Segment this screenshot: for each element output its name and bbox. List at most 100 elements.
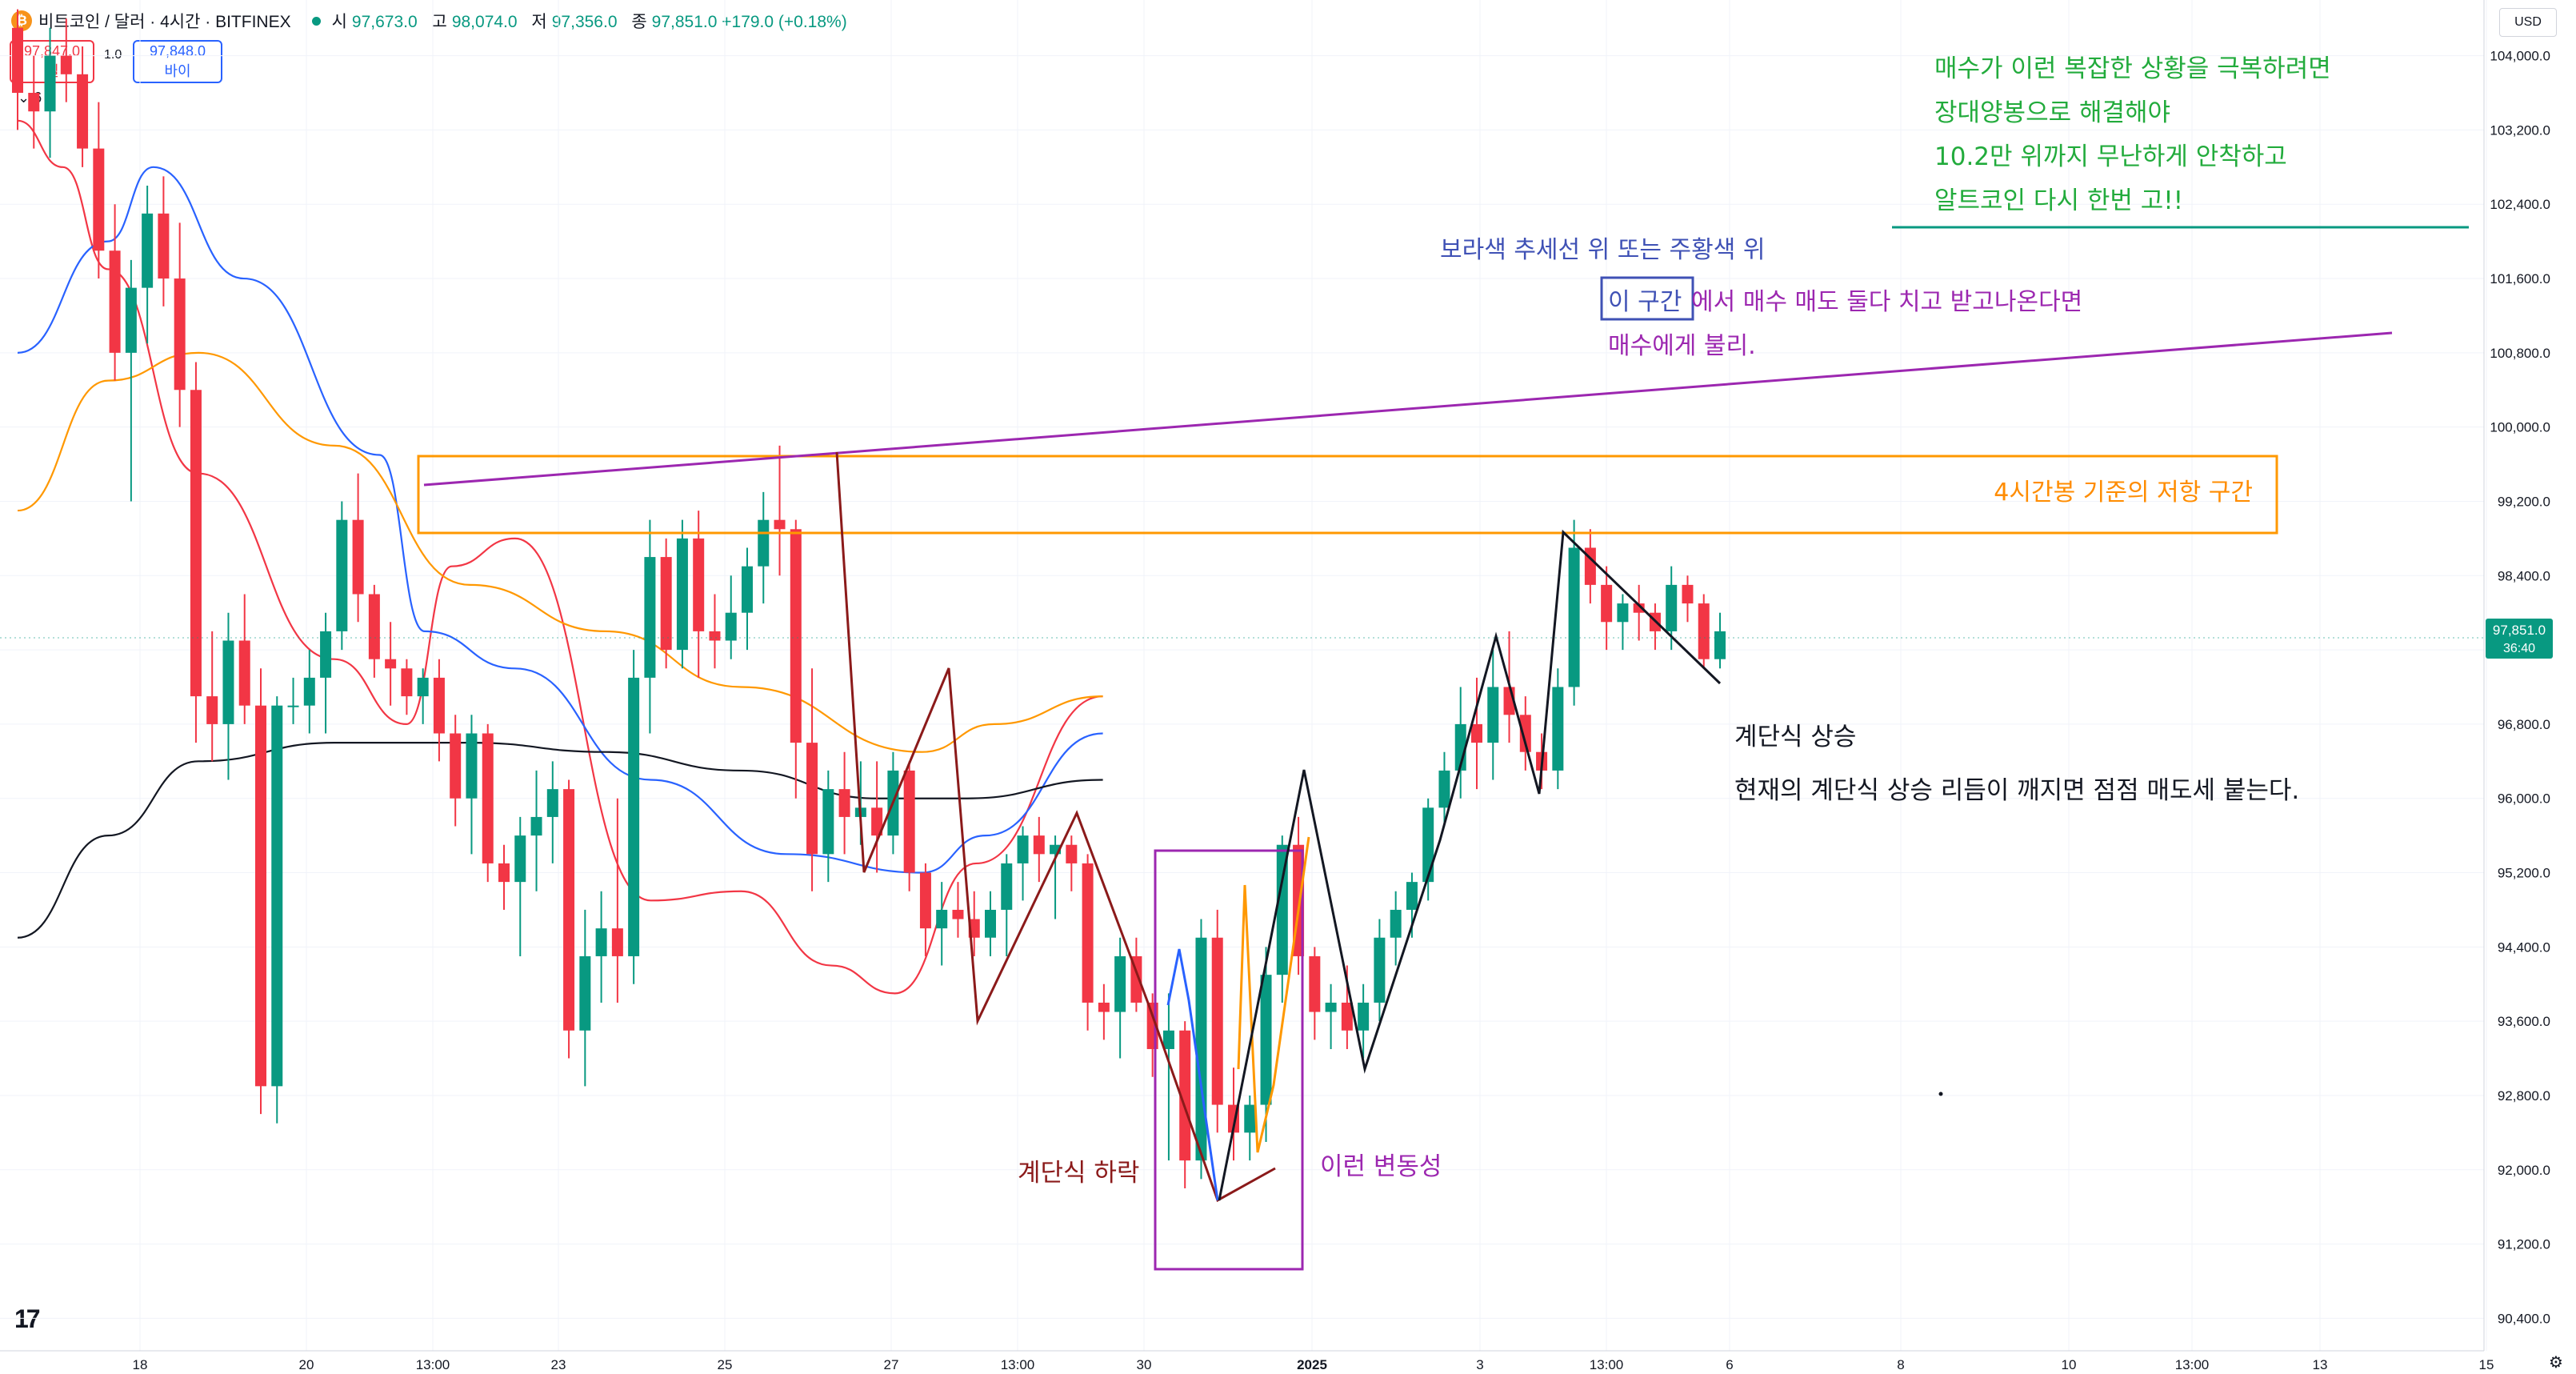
candle-body (611, 928, 623, 956)
volatility-box (1154, 849, 1304, 1271)
step-down-zigzag (835, 451, 1276, 1203)
x-tick-label: 2025 (1297, 1357, 1327, 1372)
candle-body (142, 213, 154, 288)
candle-body (1390, 909, 1402, 938)
candle-body (952, 909, 964, 919)
candle-body (498, 863, 510, 883)
candle-body (1162, 1030, 1174, 1049)
candle-body (1260, 975, 1272, 1105)
highlight-box (1600, 276, 1694, 321)
blue-zigzag (1166, 948, 1219, 1201)
candle-body (1050, 844, 1062, 855)
candle-body (287, 705, 299, 707)
candle-body (1309, 955, 1321, 1012)
candle-body (546, 789, 558, 817)
candle-body (466, 733, 478, 799)
y-tick-label: 94,400.0 (2498, 939, 2550, 955)
y-tick-label: 102,400.0 (2490, 197, 2550, 212)
candle-body (579, 955, 591, 1031)
candle-body (271, 705, 283, 1087)
resistance-label: 4시간봉 기준의 저항 구간 (1994, 479, 2253, 507)
candle-body (1374, 937, 1386, 1003)
orange-zigzag (1237, 836, 1310, 1153)
step-up-label: 계단식 상승 (1734, 723, 1856, 751)
green-note-line: 알트코인 다시 한번 고!! (1934, 186, 2183, 215)
x-tick-label: 18 (133, 1357, 148, 1372)
gear-icon[interactable]: ⚙ (2549, 1354, 2563, 1372)
market-status-icon (311, 16, 321, 26)
x-tick-label: 8 (1897, 1357, 1904, 1372)
candle-body (1601, 584, 1613, 623)
candle-body (1211, 937, 1223, 1105)
candle-body (1001, 863, 1013, 910)
candle-body (1552, 687, 1564, 771)
candle-body (1666, 584, 1678, 631)
green-note-line: 10.2만 위까지 무난하게 안착하고 (1934, 142, 2287, 171)
candle-body (774, 519, 786, 530)
x-tick-label: 13 (2313, 1357, 2328, 1372)
ohlc-close-label: 종 (631, 13, 647, 31)
candle-body (514, 835, 526, 883)
candle-body (401, 668, 413, 697)
candle-body (1633, 603, 1645, 613)
candle-body (1617, 603, 1629, 623)
candle-body (1033, 835, 1045, 855)
candle-body (1487, 687, 1499, 743)
purple-note-line1: 보라색 추세선 위 또는 주황색 위 (1440, 236, 1765, 264)
x-tick-label: 13:00 (1590, 1357, 1624, 1372)
candle-body (28, 93, 40, 112)
candle-body (174, 278, 186, 391)
candle-body (871, 807, 883, 836)
candle-body (1682, 584, 1694, 604)
candle-body (693, 538, 705, 631)
ohlc-open-label: 시 (331, 13, 347, 31)
candle-body (158, 213, 170, 279)
candle-body (1276, 844, 1288, 975)
buy-button[interactable]: 97,848.0 바이 (133, 40, 222, 83)
y-tick-label: 99,200.0 (2498, 494, 2550, 509)
volatility-label: 이런 변동성 (1320, 1152, 1442, 1181)
symbol-title[interactable]: 비트코인 / 달러 · 4시간 · BITFINEX (38, 13, 291, 31)
last-price-badge (2486, 619, 2553, 659)
y-tick-label: 98,400.0 (2498, 568, 2550, 583)
ohlc-low-label: 저 (531, 13, 547, 31)
candle-body (628, 677, 640, 956)
dot-mark (1938, 1092, 1943, 1096)
currency-selector[interactable]: USD (2499, 8, 2557, 37)
candle-body (1130, 955, 1142, 1003)
purple-note-boxed: 이 구간 (1608, 288, 1682, 316)
candle-body (417, 677, 429, 697)
candle-body (806, 743, 818, 855)
candle-body (482, 733, 494, 863)
x-tick-label: 25 (718, 1357, 733, 1372)
candle-body (1714, 631, 1726, 659)
candle-body (1325, 1002, 1337, 1012)
candle-body (60, 55, 72, 74)
candle-body (190, 390, 202, 697)
y-tick-label: 91,200.0 (2498, 1237, 2550, 1252)
candle-body (742, 566, 753, 613)
symbol-header: ₿ 비트코인 / 달러 · 4시간 · BITFINEX 시 97,673.0 고… (0, 0, 857, 42)
candle-body (352, 519, 364, 595)
candle-body (563, 789, 575, 1031)
x-tick-label: 27 (884, 1357, 899, 1372)
y-tick-label: 92,800.0 (2498, 1088, 2550, 1104)
candle-body (1017, 835, 1029, 863)
candle-body (93, 148, 105, 251)
candle-body (255, 705, 266, 1087)
bar-countdown: 36:40 (2503, 642, 2535, 655)
candle-body (1195, 937, 1207, 1161)
candle-body (450, 733, 462, 799)
green-note-line: 매수가 이런 복잡한 상황을 극복하려면 (1934, 54, 2331, 83)
candle-body (919, 872, 931, 929)
candle-body (1438, 770, 1450, 808)
candle-body (595, 928, 607, 956)
y-tick-label: 90,400.0 (2498, 1311, 2550, 1326)
candle-body (1082, 863, 1094, 1003)
candle-body (1244, 1104, 1256, 1133)
ma-black-line (17, 742, 1103, 939)
step-down-label: 계단식 하락 (1018, 1159, 1139, 1188)
candle-body (709, 631, 721, 641)
x-tick-label: 13:00 (1001, 1357, 1035, 1372)
